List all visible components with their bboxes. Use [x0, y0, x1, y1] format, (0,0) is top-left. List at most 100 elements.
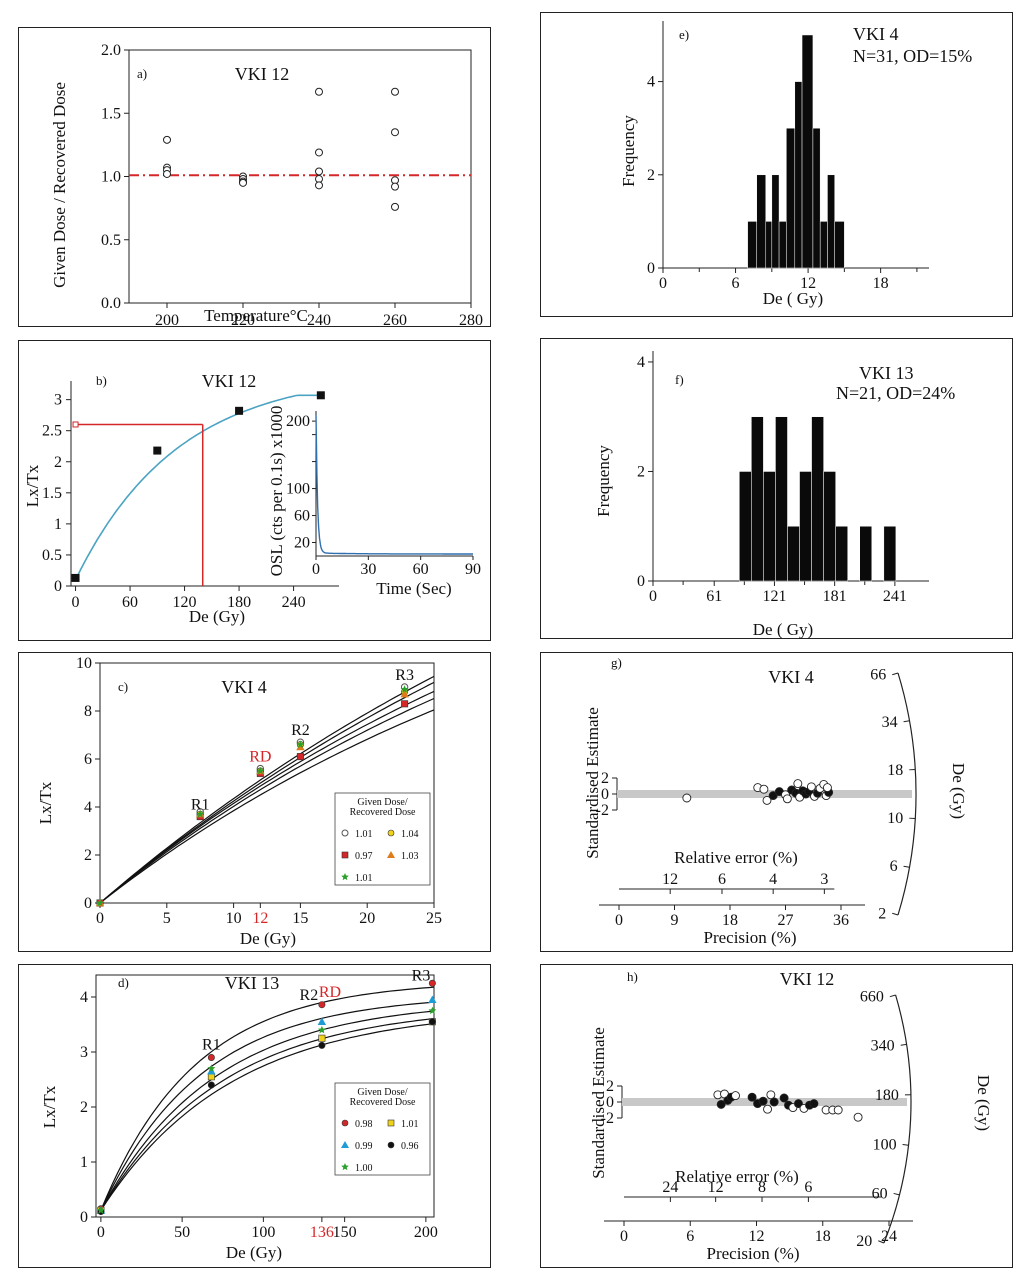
chart-b-regen-point	[71, 573, 80, 582]
chart-d-legend-title: Given Dose/	[357, 1087, 407, 1098]
chart-b-inset-xlabel: Time (Sec)	[376, 579, 451, 598]
chart-a-ytick-label: 2.0	[101, 42, 121, 59]
chart-b-inset-ytick-label: 100	[286, 481, 310, 498]
chart-f-ylabel: Frequency	[594, 445, 613, 517]
chart-h-top-axis-label: Relative error (%)	[675, 1167, 799, 1186]
chart-h-point	[766, 1090, 776, 1100]
chart-a-point	[315, 87, 323, 96]
chart-h-point	[809, 1099, 819, 1109]
chart-g-relative-error-tick-label: 3	[820, 871, 828, 888]
chart-a-point	[391, 182, 399, 191]
chart-a-plot-frame	[128, 49, 472, 304]
chart-c-fit-curve	[99, 709, 435, 904]
chart-c-series-marker	[400, 685, 409, 693]
chart-d-dose-label: R3	[412, 968, 431, 985]
chart-h-radial-tick	[900, 1043, 907, 1046]
chart-d-legend-label: 1.00	[355, 1163, 373, 1174]
chart-c-panel-label: c)	[118, 679, 128, 694]
chart-b-ylabel: Lx/Tx	[23, 464, 42, 507]
chart-e-bar	[786, 127, 796, 269]
chart-h-precision-tick-label: 0	[620, 1228, 628, 1245]
chart-c-legend-label: 1.03	[401, 851, 419, 862]
chart-b-ytick-label: 2.5	[42, 423, 62, 440]
chart-d-legend-label: 0.98	[355, 1119, 373, 1130]
chart-d-legend-label: 0.96	[401, 1141, 419, 1152]
chart-f-xtick-label: 181	[823, 588, 847, 605]
chart-f-xtick-label: 61	[706, 588, 722, 605]
chart-f-bar	[859, 525, 873, 582]
chart-d-ytick-label: 1	[80, 1154, 88, 1171]
chart-g-radial-tick	[903, 720, 910, 723]
chart-h-relative-error-tick-label: 12	[708, 1179, 724, 1196]
chart-g-point	[762, 795, 772, 805]
chart-b-regen-point	[316, 391, 325, 400]
chart-e-bar	[834, 221, 845, 269]
chart-b-inset-ytick-label: 200	[286, 413, 310, 430]
chart-g-radial-tick	[903, 865, 910, 868]
chart-d-legend-marker	[341, 1141, 349, 1148]
chart-d-series-marker	[428, 995, 437, 1003]
chart-h-radial-label: De (Gy)	[974, 1075, 993, 1131]
chart-a-xtick-label: 260	[383, 312, 407, 329]
chart-b-title: VKI 12	[202, 371, 257, 391]
chart-c-series-marker	[96, 898, 104, 907]
chart-h-point	[769, 1097, 779, 1107]
chart-h-relative-error-tick-label: 24	[662, 1179, 678, 1196]
panel-c: 0 5 10 15 20 25 12 0 2 4 6 8 10 R1 RD R2 R3 Given Dose/Re…	[18, 652, 491, 952]
chart-h-panel-label: h)	[627, 969, 638, 984]
chart-f-ytick-label: 0	[637, 573, 645, 590]
chart-c-plot-frame	[99, 662, 435, 904]
chart-d-ylabel: Lx/Tx	[40, 1085, 59, 1128]
chart-e-svg: 0 6 12 18 0 2 4 e) VKI 4 N=31, OD=15% De ( Gy)…	[619, 21, 972, 308]
chart-d-xtick-label: 150	[333, 1224, 357, 1241]
chart-e-subtitle: N=31, OD=15%	[853, 46, 972, 66]
chart-d-dose-label: R2	[300, 987, 319, 1004]
chart-c-series-marker	[296, 753, 304, 761]
chart-g-panel-label: g)	[611, 655, 622, 670]
chart-a-panel-label: a)	[137, 66, 147, 81]
chart-a-svg: 200 220 240 260 280 0.0 0.5 1.0 1.5 2.0 a) VKI 12…	[50, 42, 483, 329]
chart-c-xtick-label: 0	[96, 910, 104, 927]
chart-d-dose-label: R1	[202, 1036, 221, 1053]
chart-h-radial-tick-label: 100	[873, 1137, 897, 1154]
chart-h-ytick-label: 2	[606, 1078, 614, 1095]
chart-h-radial-tick-label: 660	[860, 989, 884, 1006]
chart-c-legend-box	[334, 792, 431, 886]
chart-d-series-marker	[428, 1018, 436, 1026]
chart-a-ytick-label: 0.0	[101, 295, 121, 312]
chart-f-xtick-label: 0	[649, 588, 657, 605]
chart-h-ytick-label: 0	[606, 1094, 614, 1111]
chart-d-series-marker	[318, 1001, 326, 1009]
chart-e-xtick-label: 18	[873, 275, 889, 292]
chart-b-panel-label: b)	[96, 373, 107, 388]
chart-c-xtick-label: 10	[226, 910, 242, 927]
chart-c-legend-label: 1.04	[401, 829, 419, 840]
chart-d-legend-marker	[387, 1119, 395, 1127]
chart-f-title: VKI 13	[859, 363, 914, 383]
chart-g-precision-tick-label: 9	[671, 912, 679, 929]
chart-d-xlabel: De (Gy)	[226, 1243, 282, 1262]
chart-a-xlabel: Temperature°C	[204, 306, 308, 325]
chart-a-xtick-label: 220	[231, 312, 255, 329]
chart-h-point	[731, 1091, 740, 1101]
chart-g-point	[759, 784, 769, 794]
chart-d-xtick-label: 200	[414, 1224, 438, 1241]
chart-f-xtick-label: 121	[762, 588, 786, 605]
chart-a-point	[391, 202, 399, 211]
chart-a-ytick-label: 1.5	[101, 105, 121, 122]
chart-c-xtick-label: 5	[163, 910, 171, 927]
chart-a-ylabel: Given Dose / Recovered Dose	[50, 82, 69, 288]
chart-c-highlight-tick-label: 12	[252, 910, 268, 927]
chart-e-bar	[756, 174, 767, 269]
chart-g-point	[682, 793, 692, 803]
chart-h-point	[833, 1105, 843, 1115]
chart-a-point	[315, 148, 323, 157]
chart-d-ytick-label: 3	[80, 1044, 88, 1061]
chart-f-svg: 0 61 121 181 241 0 2 4 f) VKI 13 N=21, OD=24% D…	[594, 351, 955, 639]
chart-c-legend-marker	[341, 851, 349, 859]
chart-d-series-marker	[317, 1017, 327, 1025]
chart-b-ytick-label: 2	[54, 454, 62, 471]
chart-d-series-marker	[207, 1064, 216, 1072]
chart-c-xtick-label: 20	[359, 910, 375, 927]
chart-b-inset-ytick-label: 20	[294, 535, 310, 552]
